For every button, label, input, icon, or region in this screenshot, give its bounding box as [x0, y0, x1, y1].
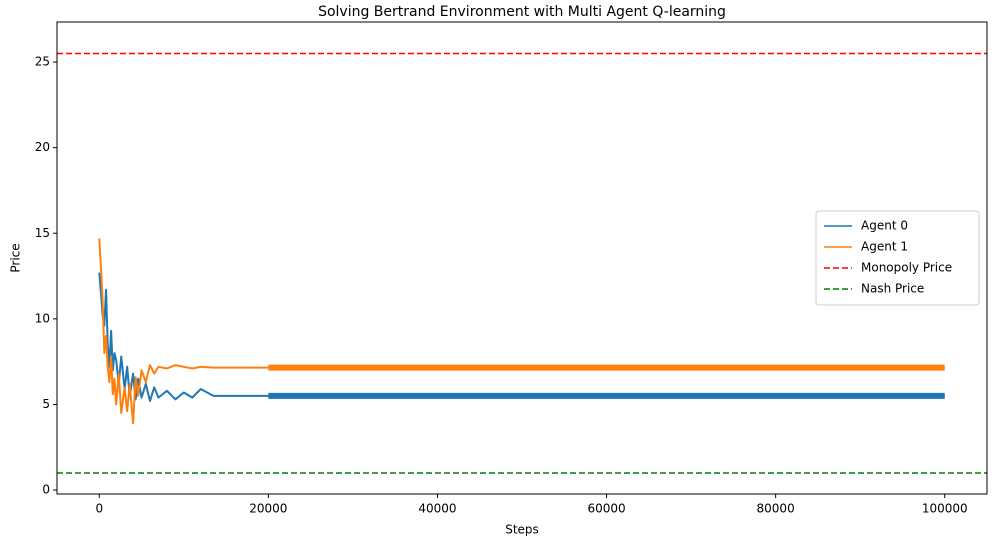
x-axis-label: Steps: [505, 523, 539, 537]
plot-frame: [56, 21, 988, 495]
series-line: [98, 272, 945, 403]
x-tick-label: 0: [95, 502, 103, 516]
x-tick-label: 80000: [757, 502, 795, 516]
y-tick-label: 15: [35, 226, 50, 240]
legend-label: Monopoly Price: [861, 261, 952, 275]
y-tick-label: 0: [42, 483, 50, 497]
y-tick-label: 25: [35, 55, 50, 69]
x-tick-label: 60000: [587, 502, 625, 516]
y-axis-label: Price: [9, 243, 23, 272]
x-tick-label: 20000: [249, 502, 287, 516]
series-line: [98, 238, 945, 425]
legend-label: Agent 0: [861, 219, 908, 233]
chart-title: Solving Bertrand Environment with Multi …: [318, 4, 726, 20]
legend-label: Agent 1: [861, 240, 908, 254]
legend-box: [815, 210, 980, 306]
y-tick-label: 5: [42, 397, 50, 411]
y-tick-label: 10: [35, 311, 50, 325]
x-tick-label: 100000: [922, 502, 968, 516]
x-tick-label: 40000: [418, 502, 456, 516]
legend-label: Nash Price: [861, 282, 924, 296]
y-tick-label: 20: [35, 140, 50, 154]
